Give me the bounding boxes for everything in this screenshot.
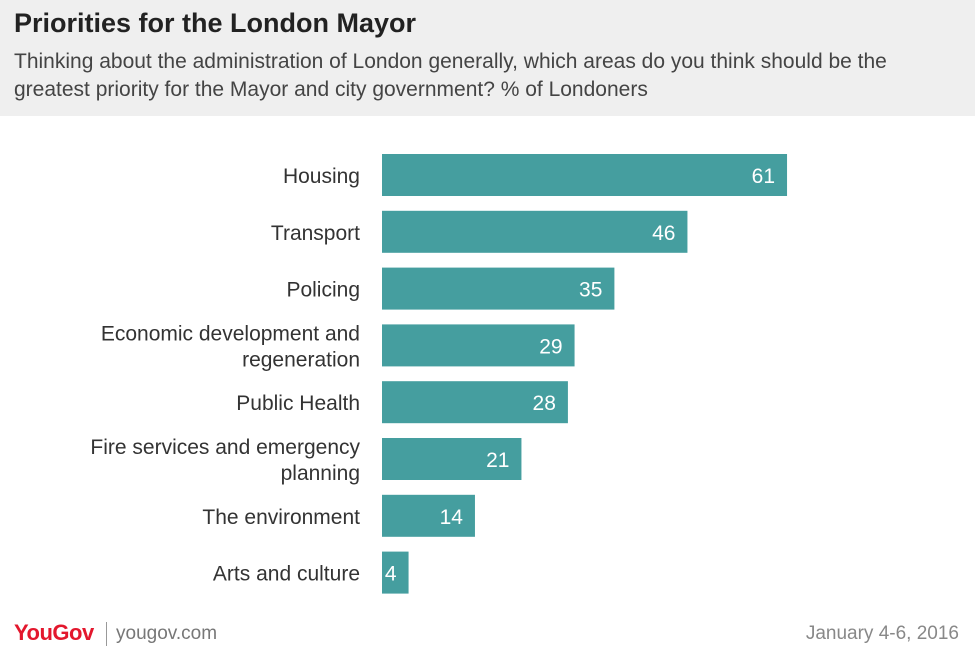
- chart-title: Priorities for the London Mayor: [14, 8, 417, 38]
- category-label-line: Public Health: [236, 392, 360, 415]
- category-label-line: Policing: [286, 279, 360, 302]
- category-label-line: regeneration: [242, 348, 360, 371]
- category-label: Housing: [283, 165, 360, 188]
- bar: [382, 324, 575, 367]
- bar: [382, 267, 615, 310]
- bar-value-label: 14: [440, 506, 464, 529]
- chart-subtitle: Thinking about the administration of Lon…: [14, 50, 887, 101]
- category-label-line: The environment: [202, 506, 360, 529]
- bar: [382, 438, 522, 480]
- footer-divider: [106, 622, 107, 646]
- category-label: Public Health: [236, 392, 360, 415]
- category-label: Arts and culture: [213, 563, 360, 586]
- bar-value-label: 61: [752, 165, 775, 188]
- footer-site-link[interactable]: yougov.com: [116, 623, 218, 644]
- bar: [382, 381, 568, 424]
- bar-value-label: 46: [652, 222, 675, 245]
- yougov-logo: YouGov: [14, 620, 94, 645]
- footer-date: January 4-6, 2016: [805, 623, 959, 644]
- bar-value-label: 28: [533, 392, 556, 415]
- bar: [382, 551, 409, 594]
- bar: [382, 494, 475, 537]
- category-label-line: Housing: [283, 165, 360, 188]
- category-label-line: Economic development and: [101, 322, 360, 345]
- bar-value-label: 35: [579, 279, 602, 302]
- category-label: The environment: [202, 506, 360, 529]
- category-label: Transport: [271, 222, 360, 245]
- bar-value-label: 21: [486, 449, 509, 472]
- category-label-line: Transport: [271, 222, 360, 245]
- category-label-line: Fire services and emergency: [90, 436, 360, 459]
- category-label: Economic development and regeneration: [101, 322, 360, 371]
- category-label-line: Arts and culture: [213, 563, 360, 586]
- bar: [382, 154, 788, 196]
- bar-value-label: 29: [539, 335, 562, 358]
- bar: [382, 210, 688, 253]
- category-label: Policing: [286, 279, 360, 302]
- category-label: Fire services and emergency planning: [90, 436, 360, 485]
- category-label-line: planning: [281, 462, 360, 485]
- header-band: Priorities for the London Mayor Thinking…: [0, 0, 975, 116]
- bar-value-label: 4: [385, 563, 397, 586]
